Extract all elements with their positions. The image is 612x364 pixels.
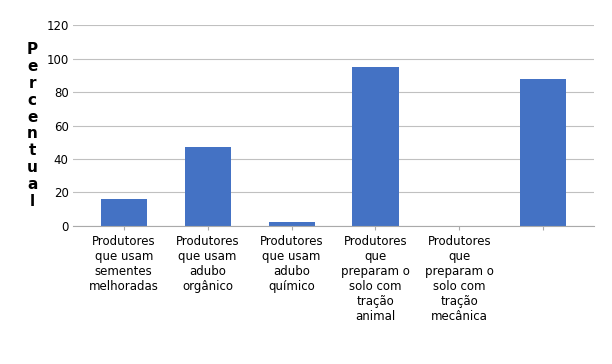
Bar [269,222,315,226]
Bar [520,79,566,226]
Y-axis label: P
e
r
c
e
n
t
u
a
l: P e r c e n t u a l [27,43,38,209]
Bar [353,67,398,226]
Bar [185,147,231,226]
Bar [101,199,147,226]
